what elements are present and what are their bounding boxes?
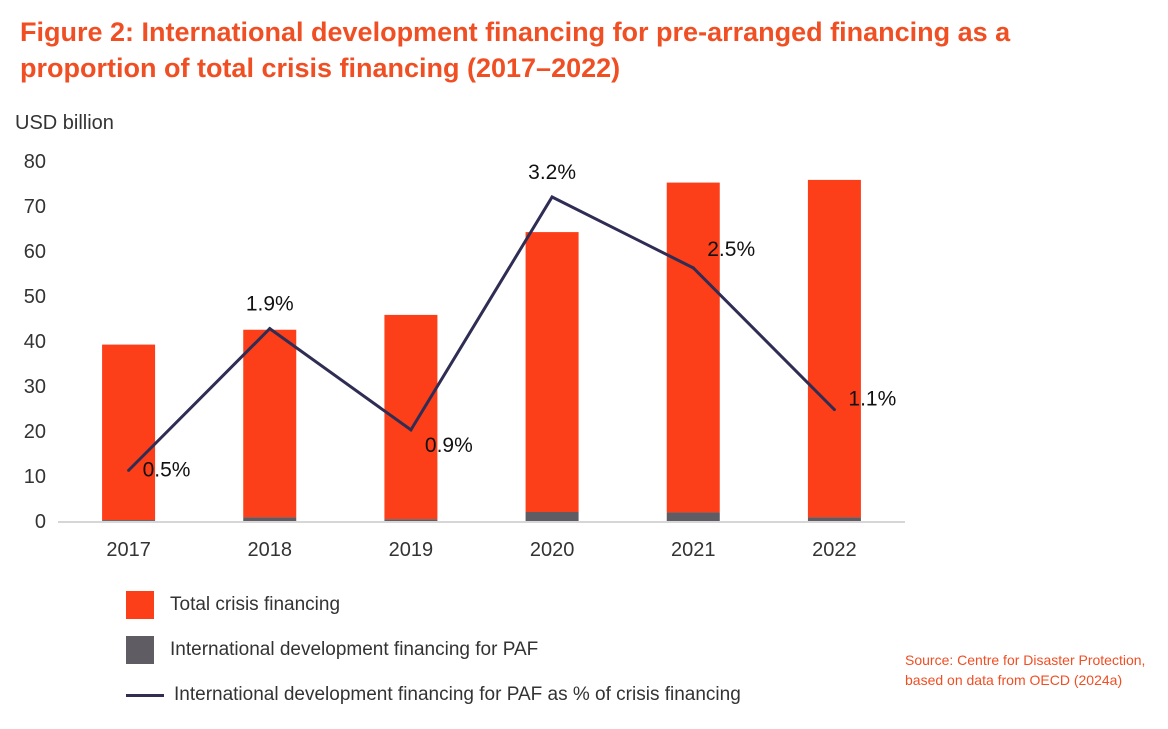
bar-paf xyxy=(807,517,861,521)
data-label-pct: 0.5% xyxy=(143,458,191,481)
bar-paf xyxy=(102,520,156,521)
chart-title: Figure 2: International development fina… xyxy=(20,17,1011,83)
legend-item-paf: International development financing for … xyxy=(126,635,741,665)
y-tick-label: 80 xyxy=(24,151,46,173)
bar-paf xyxy=(243,517,297,521)
bar-total-crisis xyxy=(243,329,297,518)
legend-label-pct: International development financing for … xyxy=(174,684,741,705)
line-point xyxy=(127,468,131,472)
y-tick-label: 20 xyxy=(24,421,46,443)
y-axis-title: USD billion xyxy=(15,112,114,134)
series-line-pct xyxy=(127,195,836,472)
data-label-pct: 0.9% xyxy=(425,434,473,457)
line-point xyxy=(268,327,272,331)
legend-swatch-total xyxy=(126,591,154,619)
y-tick-label: 0 xyxy=(35,511,46,533)
bar-total-crisis xyxy=(102,344,156,521)
line-point xyxy=(832,408,836,412)
y-tick-label: 10 xyxy=(24,466,46,488)
data-label-pct: 3.2% xyxy=(528,161,576,184)
bar-total-crisis xyxy=(525,232,579,512)
x-tick-label: 2018 xyxy=(248,539,293,561)
bar-total-crisis xyxy=(666,182,720,513)
x-tick-label: 2022 xyxy=(812,539,857,561)
legend-item-pct: International development financing for … xyxy=(126,680,741,710)
bar-total-crisis xyxy=(807,179,861,518)
x-tick-label: 2020 xyxy=(530,539,575,561)
x-tick-label: 2019 xyxy=(389,539,434,561)
data-label-pct: 1.9% xyxy=(246,293,294,316)
data-label-pct: 2.5% xyxy=(707,238,755,261)
legend-item-total: Total crisis financing xyxy=(126,590,741,620)
bar-paf xyxy=(666,512,720,521)
legend-label-total: Total crisis financing xyxy=(170,594,341,615)
y-tick-label: 50 xyxy=(24,286,46,308)
x-tick-label: 2017 xyxy=(106,539,151,561)
line-point xyxy=(691,266,695,270)
legend: Total crisis financing International dev… xyxy=(126,590,741,725)
legend-label-paf: International development financing for … xyxy=(170,639,539,660)
data-label-pct: 1.1% xyxy=(848,388,896,411)
source-note: Source: Centre for Disaster Protection, … xyxy=(905,652,1146,688)
bar-paf xyxy=(525,512,579,521)
y-tick-label: 30 xyxy=(24,376,46,398)
x-tick-label: 2021 xyxy=(671,539,716,561)
legend-line-pct xyxy=(126,693,164,697)
line-point xyxy=(550,195,554,199)
bar-paf xyxy=(384,519,438,521)
y-tick-label: 70 xyxy=(24,196,46,218)
line-point xyxy=(409,428,413,432)
legend-swatch-paf xyxy=(126,636,154,664)
y-tick-label: 60 xyxy=(24,241,46,263)
y-tick-label: 40 xyxy=(24,331,46,353)
